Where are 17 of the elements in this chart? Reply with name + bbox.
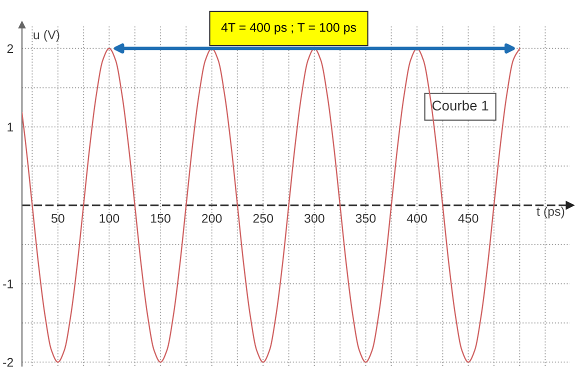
x-tick-label: 200 (202, 214, 222, 223)
x-tick-label: 150 (151, 214, 170, 223)
y-tick-label: -1 (3, 280, 14, 288)
x-tick-label: 50 (51, 214, 64, 223)
y-tick-label: -2 (3, 358, 14, 367)
annotation: Courbe 1 (432, 100, 488, 111)
x-tick-label: 350 (356, 214, 376, 223)
y-tick-label: 1 (8, 122, 14, 132)
x-tick-label: 450 (458, 214, 478, 223)
x-tick-label: 300 (304, 214, 324, 223)
x-axis-title: t (ps) (536, 206, 564, 218)
y-axis-title: u (V) (34, 30, 60, 42)
x-tick-label: 250 (253, 214, 274, 223)
x-tick-label: 100 (100, 214, 120, 223)
annotation: 4T = 400 ps ; T = 100 ps (221, 23, 356, 34)
y-tick-label: 2 (7, 44, 14, 53)
x-tick-label: 400 (406, 214, 427, 223)
